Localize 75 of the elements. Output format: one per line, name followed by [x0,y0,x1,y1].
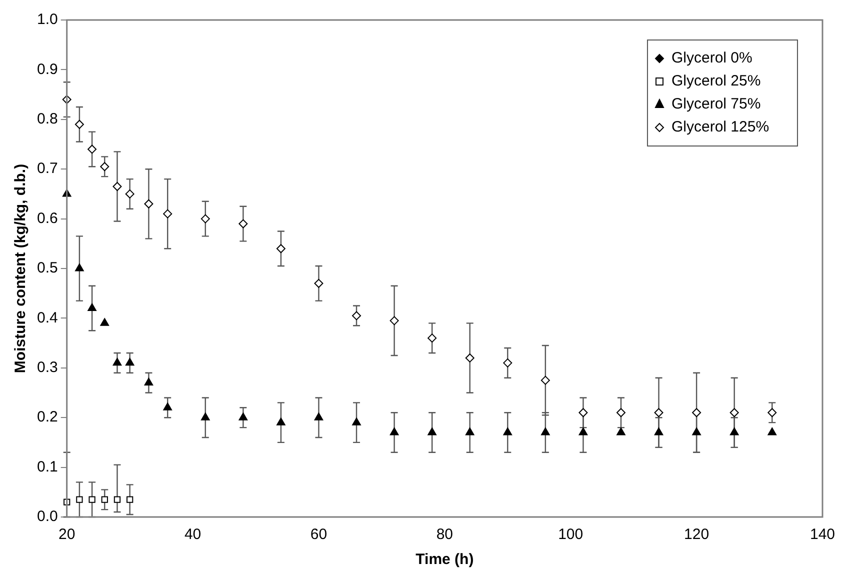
point [692,428,701,436]
point [503,358,512,368]
point [100,162,110,172]
point [88,144,97,154]
point [75,264,84,272]
point [112,358,122,366]
x-tick-label: 120 [684,526,710,544]
point [126,496,134,503]
point [200,214,210,224]
point [616,408,626,418]
point [465,428,474,436]
point [692,408,702,418]
point [276,244,286,254]
y-tick-label: 0.6 [36,210,58,227]
legend-label: Glycerol 75% [671,96,761,113]
legend-label: Glycerol 25% [671,72,761,90]
point [163,402,172,410]
point [578,408,588,418]
point [276,418,286,426]
y-tick-label: 0.3 [36,359,58,376]
point [144,199,154,208]
point [654,428,664,436]
point [503,428,512,436]
point [88,496,96,503]
y-tick-label: 0.2 [36,408,58,426]
y-tick-label: 0.5 [36,260,58,277]
x-tick-label: 60 [310,526,328,544]
point [390,316,399,326]
x-tick-label: 80 [436,526,454,544]
point [114,496,121,503]
point [428,428,436,436]
point [238,412,248,420]
y-tick-label: 1.0 [36,11,58,28]
point [428,334,437,343]
x-tick-label: 20 [58,526,76,544]
point [314,278,324,288]
point [768,408,777,418]
x-axis-title: Time (h) [416,551,474,568]
point [101,496,108,503]
point [654,408,664,418]
point [578,428,588,436]
point [768,428,777,436]
point [163,209,172,218]
point [352,418,361,426]
point [144,378,154,386]
point [100,318,110,326]
y-tick-label: 0.8 [36,110,58,128]
point [88,303,96,312]
point [238,219,248,228]
x-tick-label: 100 [558,526,584,544]
legend-label: Glycerol 125% [671,118,770,136]
point [730,408,739,418]
point [314,412,324,420]
x-tick-label: 40 [184,526,202,544]
point [730,428,739,436]
legend-label: Glycerol 0% [671,50,752,67]
x-tick-label: 140 [810,526,835,544]
point [465,353,474,362]
point [390,428,399,436]
point [112,182,122,191]
y-tick-label: 0.4 [36,309,58,326]
point [125,189,134,198]
point [540,376,550,385]
point [541,428,550,436]
y-tick-label: 0.7 [36,160,58,178]
y-tick-label: 0.0 [36,508,58,526]
point [616,428,626,436]
point [352,311,362,320]
point [76,496,83,503]
point [200,412,210,420]
y-axis-title: Moisture content (kg/kg, d.b.) [12,164,30,374]
y-tick-label: 0.9 [36,60,58,78]
point [125,358,134,366]
y-tick-label: 0.1 [36,458,58,476]
point [74,120,84,129]
